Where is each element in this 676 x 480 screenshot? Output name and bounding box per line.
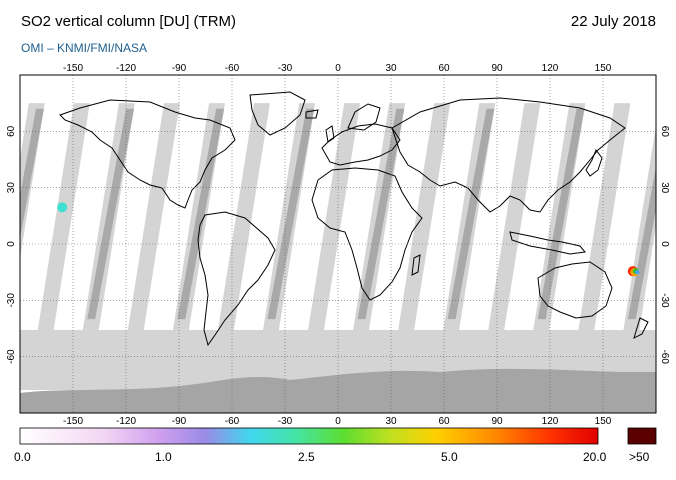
- japan: [585, 148, 603, 177]
- lon-tick-label-top: -90: [172, 63, 187, 74]
- orbit-swath: [125, 103, 180, 348]
- colorbar: [19, 427, 599, 445]
- asia: [391, 97, 626, 213]
- lat-tick-label-right: -30: [659, 293, 670, 308]
- graticule: [20, 75, 656, 413]
- madagascar: [411, 254, 421, 276]
- lon-tick-label-bottom: -30: [278, 416, 293, 427]
- lon-tick-label-top: -30: [278, 63, 293, 74]
- lon-ticks-bottom: -150 -120 -90 -60 -30 0 30 60 90 120 150: [63, 416, 612, 427]
- colorbar-label-4: 20.0: [583, 450, 607, 464]
- orbit-swath: [395, 103, 451, 348]
- lat-ticks-right: 60 30 0 -30 -60: [659, 126, 670, 365]
- lon-tick-label-top: 90: [491, 63, 503, 74]
- south-america: [197, 211, 276, 347]
- orbit-swath-dark: [627, 166, 656, 320]
- colorbar-label-3: 5.0: [441, 450, 458, 464]
- orbit-swath-dark: [267, 108, 315, 320]
- iceland: [305, 109, 319, 119]
- so2-hotspot: [57, 202, 68, 213]
- scandinavia: [347, 103, 381, 131]
- australia: [537, 261, 613, 319]
- colorbar-label-over: >50: [629, 450, 650, 464]
- greenland: [249, 91, 306, 136]
- orbit-swath-dark: [87, 108, 135, 320]
- colorbar-over-swatch: [627, 427, 657, 445]
- map-border: [19, 74, 657, 414]
- lon-tick-label-bottom: 0: [335, 416, 341, 427]
- lon-ticks-top: -150 -120 -90 -60 -30 0 30 60 90 120 150: [63, 63, 612, 74]
- colorbar-label-0: 0.0: [14, 450, 31, 464]
- orbit-swath: [485, 103, 541, 348]
- lon-tick-label-bottom: -150: [63, 416, 83, 427]
- lat-tick-label-left: -30: [6, 293, 17, 308]
- map-date: 22 July 2018: [570, 13, 656, 30]
- lon-tick-label-bottom: -120: [116, 416, 136, 427]
- lat-tick-label-left: 0: [6, 241, 17, 247]
- lon-tick-label-top: 0: [335, 63, 341, 74]
- new-zealand: [633, 317, 649, 339]
- europe: [321, 123, 401, 166]
- lon-tick-label-top: 60: [438, 63, 450, 74]
- lon-tick-label-top: -150: [63, 63, 83, 74]
- map-title: SO2 vertical column [DU] (TRM): [21, 13, 237, 30]
- lat-tick-label-left: -60: [6, 349, 17, 364]
- colorbar-label-1: 1.0: [155, 450, 172, 464]
- lat-tick-label-right: -60: [659, 349, 670, 364]
- lat-tick-label-right: 60: [659, 126, 670, 138]
- lon-tick-label-bottom: 60: [438, 416, 450, 427]
- orbit-swath: [20, 103, 45, 259]
- orbit-swath-dark: [20, 108, 44, 239]
- lon-tick-label-top: 30: [385, 63, 397, 74]
- lon-tick-label-bottom: 30: [385, 416, 397, 427]
- orbit-swath: [215, 103, 270, 348]
- lat-tick-label-left: 60: [6, 125, 17, 137]
- orbit-swath-dark: [357, 108, 405, 320]
- lon-tick-label-bottom: -90: [172, 416, 187, 427]
- lon-tick-label-top: -60: [225, 63, 240, 74]
- orbit-swath-dark: [177, 108, 225, 320]
- credit-line: OMI – KNMI/FMI/NASA: [21, 41, 148, 55]
- colorbar-label-2: 2.5: [298, 450, 315, 464]
- coastlines: [59, 91, 649, 347]
- orbit-swath-dark: [537, 108, 585, 320]
- united-kingdom: [325, 125, 335, 143]
- lat-ticks-left: 60 30 0 -30 -60: [6, 125, 17, 364]
- lon-tick-label-top: 150: [595, 63, 612, 74]
- orbit-swaths-dark: [20, 108, 656, 320]
- so2-features: [57, 202, 640, 277]
- orbit-swath: [35, 103, 90, 348]
- lon-tick-label-bottom: 120: [542, 416, 559, 427]
- lon-tick-label-bottom: -60: [225, 416, 240, 427]
- africa: [311, 167, 423, 301]
- orbit-swath: [620, 125, 656, 348]
- so2-hotspot: [635, 270, 640, 275]
- lon-tick-label-top: -120: [116, 63, 136, 74]
- lat-tick-label-right: 30: [659, 182, 670, 194]
- lat-tick-label-right: 0: [659, 241, 670, 247]
- lat-tick-label-left: 30: [6, 182, 17, 194]
- orbit-swath-dark: [447, 108, 495, 320]
- lon-tick-label-bottom: 90: [491, 416, 503, 427]
- north-america: [59, 99, 236, 209]
- lon-tick-label-bottom: 150: [595, 416, 612, 427]
- lon-tick-label-top: 120: [542, 63, 559, 74]
